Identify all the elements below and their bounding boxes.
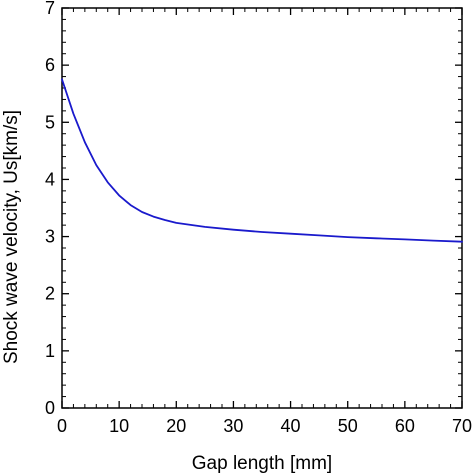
x-tick-label: 40	[281, 416, 301, 436]
x-tick-label: 20	[166, 416, 186, 436]
x-tick-label: 0	[57, 416, 67, 436]
tick-labels: 0 10 20 30 40 50 60 70 0 1 2 3 4 5 6 7	[45, 0, 472, 436]
x-tick-label: 10	[109, 416, 129, 436]
x-tick-label: 50	[338, 416, 358, 436]
y-tick-label: 2	[45, 284, 55, 304]
y-axis-label: Shock wave velocity, Us[km/s]	[1, 110, 22, 364]
y-tick-label: 4	[45, 169, 55, 189]
series-line	[61, 78, 463, 243]
series-group	[61, 78, 463, 243]
axis-ticks	[61, 7, 463, 409]
x-tick-label: 60	[395, 416, 415, 436]
y-tick-label: 1	[45, 341, 55, 361]
y-tick-label: 6	[45, 55, 55, 75]
y-tick-label: 3	[45, 227, 55, 247]
plot-frame	[61, 7, 463, 409]
y-tick-label: 7	[45, 0, 55, 18]
x-tick-label: 30	[223, 416, 243, 436]
y-tick-label: 0	[45, 398, 55, 418]
y-tick-label: 5	[45, 112, 55, 132]
x-axis-label: Gap length [mm]	[192, 453, 332, 474]
x-tick-label: 70	[452, 416, 472, 436]
